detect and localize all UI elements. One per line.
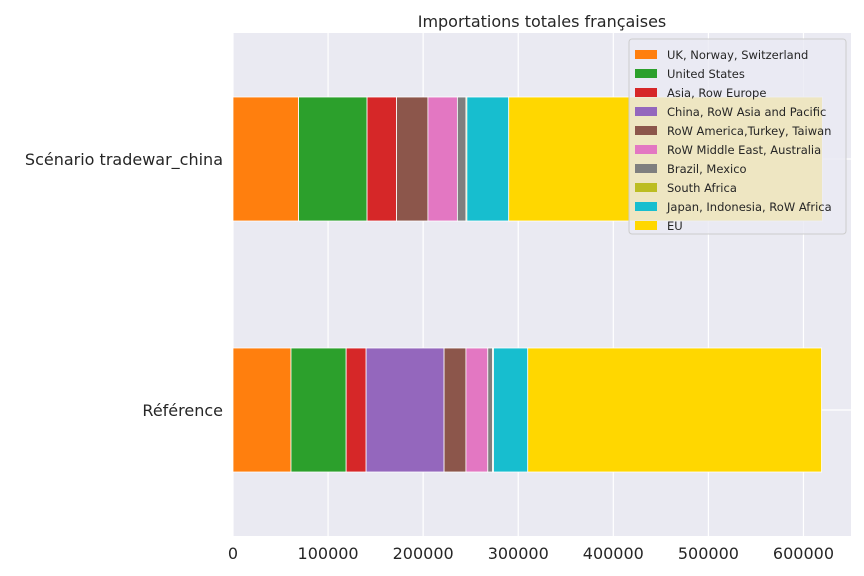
- x-tick-label: 100000: [298, 544, 359, 563]
- bar-segment: [493, 347, 529, 473]
- legend-swatch: [635, 202, 657, 211]
- legend-label: RoW Middle East, Australia: [667, 143, 821, 157]
- bar-segment: [232, 347, 292, 473]
- bar-segment: [427, 96, 458, 222]
- legend-swatch: [635, 88, 657, 97]
- legend-swatch: [635, 69, 657, 78]
- bar-segment: [365, 347, 445, 473]
- bar-segment: [487, 347, 493, 473]
- bar-segment: [466, 96, 510, 222]
- legend-label: China, RoW Asia and Pacific: [667, 105, 826, 119]
- legend-box: [628, 38, 847, 235]
- x-tick-label: 300000: [488, 544, 549, 563]
- bar-segment: [396, 96, 429, 222]
- bar-segment: [443, 347, 467, 473]
- y-tick-labels: Référence Scénario tradewar_china: [25, 150, 223, 420]
- legend: UK, Norway, Switzerland United States Asia…: [628, 38, 847, 235]
- legend-swatch: [635, 107, 657, 116]
- bar-segment: [290, 347, 347, 473]
- bar-segment: [298, 96, 368, 222]
- x-tick-label: 400000: [583, 544, 644, 563]
- legend-swatch: [635, 164, 657, 173]
- legend-label: UK, Norway, Switzerland: [667, 48, 808, 62]
- legend-label: Asia, Row Europe: [667, 86, 766, 100]
- legend-label: EU: [667, 219, 683, 233]
- bar-segment: [527, 347, 822, 473]
- x-tick-label: 0: [228, 544, 238, 563]
- legend-swatch: [635, 145, 657, 154]
- legend-label: South Africa: [667, 181, 737, 195]
- legend-swatch: [635, 126, 657, 135]
- x-tick-label: 500000: [678, 544, 739, 563]
- legend-swatch: [635, 221, 657, 230]
- bar-segment: [345, 347, 367, 473]
- legend-label: Brazil, Mexico: [667, 162, 747, 176]
- y-tick-label: Référence: [142, 401, 223, 420]
- bar-segment: [232, 96, 300, 222]
- x-tick-label: 200000: [393, 544, 454, 563]
- bar-segment: [465, 347, 489, 473]
- legend-swatch: [635, 50, 657, 59]
- bar-segment: [456, 96, 467, 222]
- legend-label: Japan, Indonesia, RoW Africa: [666, 200, 832, 214]
- legend-swatch: [635, 183, 657, 192]
- x-tick-label: 600000: [773, 544, 834, 563]
- x-tick-labels: 0 100000 200000 300000 400000 500000 600000: [228, 544, 834, 563]
- bar-segment: [366, 96, 397, 222]
- chart-title: Importations totales françaises: [418, 12, 667, 31]
- y-tick-label: Scénario tradewar_china: [25, 150, 223, 170]
- legend-label: United States: [667, 67, 745, 81]
- legend-label: RoW America,Turkey, Taiwan: [667, 124, 831, 138]
